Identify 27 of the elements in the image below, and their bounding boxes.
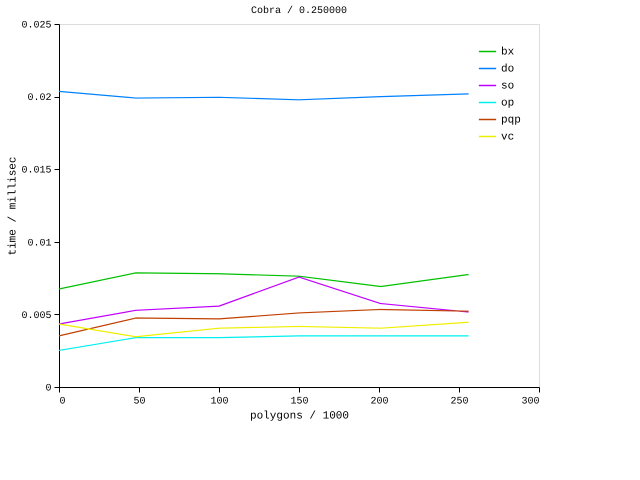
legend-label: op [501, 98, 514, 110]
line-series [58, 308, 470, 336]
x-tick-label: 0 [60, 396, 66, 408]
legend-label: vc [501, 132, 514, 144]
line-series [58, 90, 470, 100]
y-tick-label: 0.025 [21, 20, 52, 32]
chart-title: Cobra / 0.250000 [250, 5, 348, 17]
y-axis-title: time / millisec [7, 156, 20, 256]
x-tick-label: 100 [210, 396, 229, 408]
y-tick-label: 0.015 [21, 166, 52, 177]
line-series [58, 276, 470, 325]
x-axis-title: polygons / 1000 [250, 410, 350, 422]
legend-label: pqp [501, 114, 521, 126]
y-tick-label: 0 [45, 384, 52, 394]
y-tick-label: 0.02 [27, 93, 52, 104]
legend-label: bx [501, 46, 515, 58]
legend-label: do [501, 64, 514, 76]
x-tick-label: 250 [450, 396, 469, 408]
line-series [58, 272, 470, 290]
x-tick-label: 300 [521, 396, 540, 408]
y-tick-label: 0.005 [21, 310, 52, 322]
x-tick-label: 150 [290, 396, 309, 408]
legend-label: so [501, 80, 514, 92]
x-tick-label: 50 [133, 396, 146, 408]
y-tick-label: 0.01 [27, 238, 52, 250]
x-tick-label: 200 [370, 396, 389, 408]
line-series [58, 322, 470, 338]
